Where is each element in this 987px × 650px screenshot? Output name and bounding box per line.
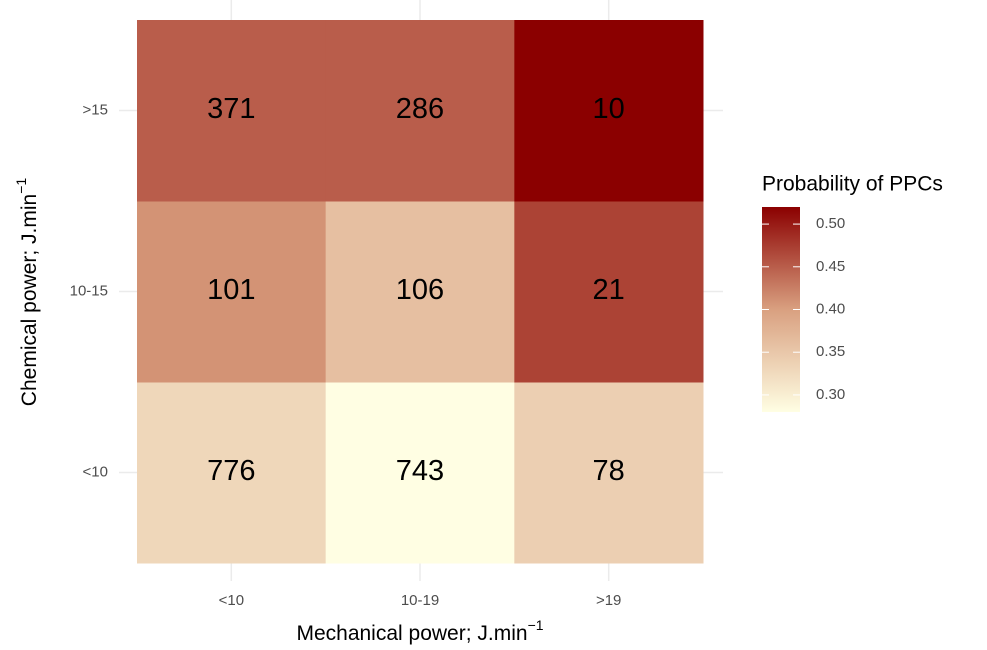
x-tick-label: 10-19: [401, 592, 439, 609]
cell-label: 371: [207, 93, 255, 125]
legend-title: Probability of PPCs: [762, 173, 943, 196]
y-tick-label: >15: [83, 101, 108, 118]
heat-cell: [137, 201, 327, 383]
x-axis-title-text: Mechanical power; J.min: [296, 622, 527, 645]
colorbar-label: 0.40: [816, 300, 845, 317]
heat-cell: [514, 382, 704, 564]
colorbar-label: 0.45: [816, 258, 845, 275]
x-tick-label: <10: [219, 592, 244, 609]
y-axis-title-sup: −1: [13, 178, 29, 194]
heat-cell: [325, 201, 515, 383]
heat-cell: [325, 20, 515, 202]
heat-cell: [514, 20, 704, 202]
cell-label: 101: [207, 274, 255, 306]
x-axis-title: Mechanical power; J.min−1: [296, 617, 543, 645]
colorbar-label: 0.30: [816, 386, 845, 403]
cell-label: 743: [396, 455, 444, 487]
cell-label: 21: [593, 274, 625, 306]
heat-cell: [137, 382, 327, 564]
colorbar-label: 0.35: [816, 343, 845, 360]
cell-label: 78: [593, 455, 625, 487]
cell-label: 106: [396, 274, 444, 306]
x-tick-label: >19: [596, 592, 621, 609]
heat-cell: [137, 20, 327, 202]
x-axis-title-sup: −1: [528, 617, 544, 633]
cell-label: 776: [207, 455, 255, 487]
y-axis-title: Chemical power; J.min−1: [13, 178, 41, 407]
cell-label: 286: [396, 93, 444, 125]
colorbar-label: 0.50: [816, 215, 845, 232]
y-tick-label: <10: [83, 463, 108, 480]
cell-label: 10: [593, 93, 625, 125]
heat-cell: [514, 201, 704, 383]
y-tick-label: 10-15: [70, 282, 108, 299]
heat-cell: [325, 382, 515, 564]
y-axis-title-text: Chemical power; J.min: [18, 194, 41, 406]
